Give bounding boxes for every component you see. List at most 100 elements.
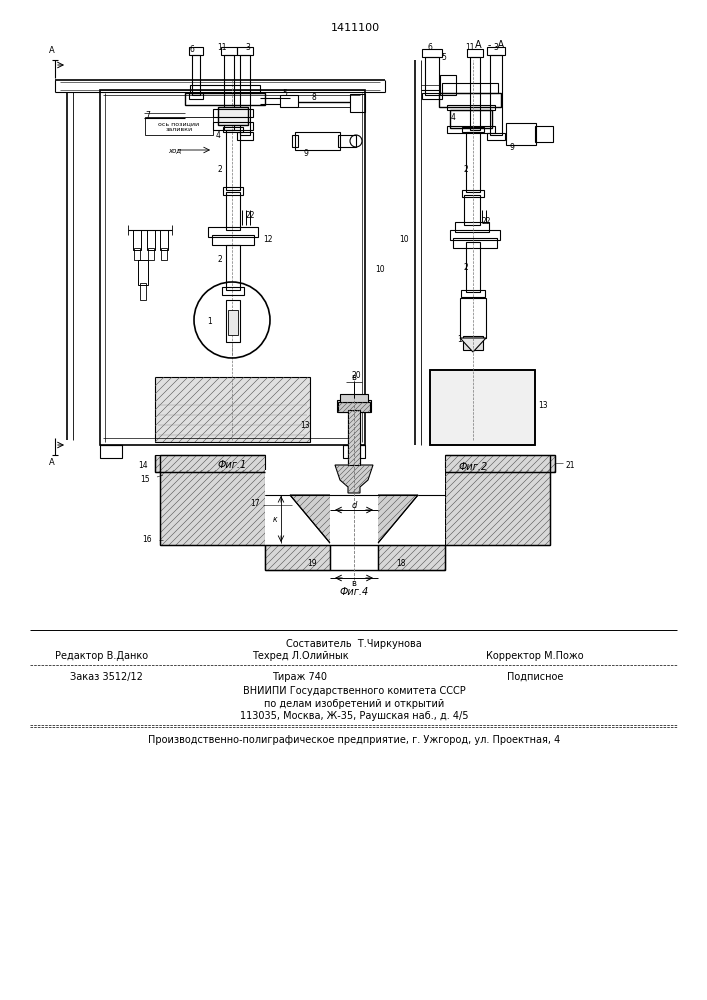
Bar	[265, 470, 445, 545]
Text: по делам изобретений и открытий: по делам изобретений и открытий	[264, 699, 444, 709]
Bar	[425, 57, 439, 95]
Bar	[466, 132, 480, 192]
Text: 7: 7	[146, 110, 151, 119]
Bar	[470, 57, 480, 130]
Bar	[222, 287, 244, 295]
Bar	[462, 127, 484, 132]
Bar	[133, 230, 141, 250]
Bar	[160, 230, 168, 250]
Text: 8: 8	[312, 94, 316, 103]
Bar	[350, 94, 365, 112]
Bar	[467, 49, 483, 57]
Bar	[337, 400, 371, 412]
Bar	[447, 105, 495, 110]
Polygon shape	[335, 465, 373, 493]
Text: 16: 16	[142, 536, 152, 544]
Bar	[140, 283, 146, 300]
Bar	[422, 49, 442, 57]
Bar	[189, 93, 203, 99]
Text: 22: 22	[245, 211, 255, 220]
Bar	[466, 242, 480, 292]
Text: 17: 17	[250, 498, 260, 508]
Bar	[453, 238, 497, 248]
Bar	[450, 110, 492, 128]
Bar	[185, 93, 265, 105]
Text: Фиг.1: Фиг.1	[217, 460, 247, 470]
Text: Фиг.2: Фиг.2	[458, 462, 488, 472]
Bar	[190, 85, 260, 93]
Text: 21: 21	[565, 460, 575, 470]
Text: ВНИИПИ Государственного комитета СССР: ВНИИПИ Государственного комитета СССР	[243, 686, 465, 696]
Bar	[226, 192, 240, 230]
Bar	[226, 300, 240, 342]
Text: 2: 2	[464, 165, 468, 174]
Text: А  -  А: А - А	[475, 40, 505, 50]
Text: 1: 1	[457, 336, 462, 344]
Text: Составитель  Т.Чиркунова: Составитель Т.Чиркунова	[286, 639, 422, 649]
Bar	[462, 190, 484, 197]
Bar	[330, 492, 378, 570]
Polygon shape	[265, 545, 330, 570]
Text: 6: 6	[189, 45, 194, 54]
Polygon shape	[348, 410, 360, 465]
Polygon shape	[445, 455, 555, 472]
Text: 3: 3	[493, 43, 498, 52]
Text: 5: 5	[283, 90, 288, 99]
Text: 5: 5	[442, 53, 446, 62]
Text: 12: 12	[263, 235, 273, 244]
Bar	[461, 290, 485, 297]
Bar	[280, 95, 298, 107]
Polygon shape	[155, 455, 265, 472]
Text: 15: 15	[141, 476, 150, 485]
Bar	[338, 402, 370, 412]
Text: 9: 9	[303, 148, 308, 157]
Text: Фиг.4: Фиг.4	[339, 587, 368, 597]
Text: A: A	[49, 458, 55, 467]
Bar	[343, 445, 365, 458]
Text: ось позиции
заливки: ось позиции заливки	[158, 122, 199, 132]
Bar	[338, 402, 370, 412]
Text: 2: 2	[218, 255, 223, 264]
Bar	[148, 248, 154, 260]
Bar	[455, 222, 489, 232]
Bar	[487, 133, 505, 140]
Polygon shape	[378, 545, 445, 570]
Text: 11: 11	[465, 43, 474, 52]
Bar	[223, 127, 243, 132]
Bar	[440, 75, 456, 95]
Text: в: в	[351, 372, 356, 381]
Text: Заказ 3512/12: Заказ 3512/12	[70, 672, 143, 682]
Text: 20: 20	[351, 370, 361, 379]
Text: 2: 2	[464, 262, 468, 271]
Bar	[213, 109, 253, 117]
Bar	[226, 130, 240, 190]
Bar	[506, 123, 536, 145]
Text: 3: 3	[245, 43, 250, 52]
Text: Корректор М.Пожо: Корректор М.Пожо	[486, 651, 584, 661]
Bar	[147, 230, 155, 250]
Bar	[161, 248, 167, 260]
Bar	[430, 370, 535, 445]
Text: 10: 10	[375, 265, 385, 274]
Bar	[463, 336, 483, 350]
Bar	[490, 55, 502, 135]
Bar	[218, 107, 248, 125]
Text: Производственно-полиграфическое предприятие, г. Ужгород, ул. Проектная, 4: Производственно-полиграфическое предприя…	[148, 735, 560, 745]
Polygon shape	[290, 495, 418, 543]
Bar	[189, 47, 203, 55]
Bar	[450, 230, 500, 240]
Bar	[223, 187, 243, 195]
Text: 1: 1	[208, 318, 212, 326]
Bar	[237, 132, 253, 140]
Bar	[224, 55, 234, 130]
Text: 1411100: 1411100	[330, 23, 380, 33]
Text: 9: 9	[510, 143, 515, 152]
Text: Редактор В.Данко: Редактор В.Данко	[55, 651, 148, 661]
Bar	[487, 47, 505, 55]
Bar	[213, 122, 253, 130]
Bar	[439, 93, 501, 107]
Text: к: к	[272, 516, 277, 524]
Bar	[145, 117, 213, 135]
Text: 13: 13	[300, 420, 310, 430]
Bar	[442, 83, 498, 93]
